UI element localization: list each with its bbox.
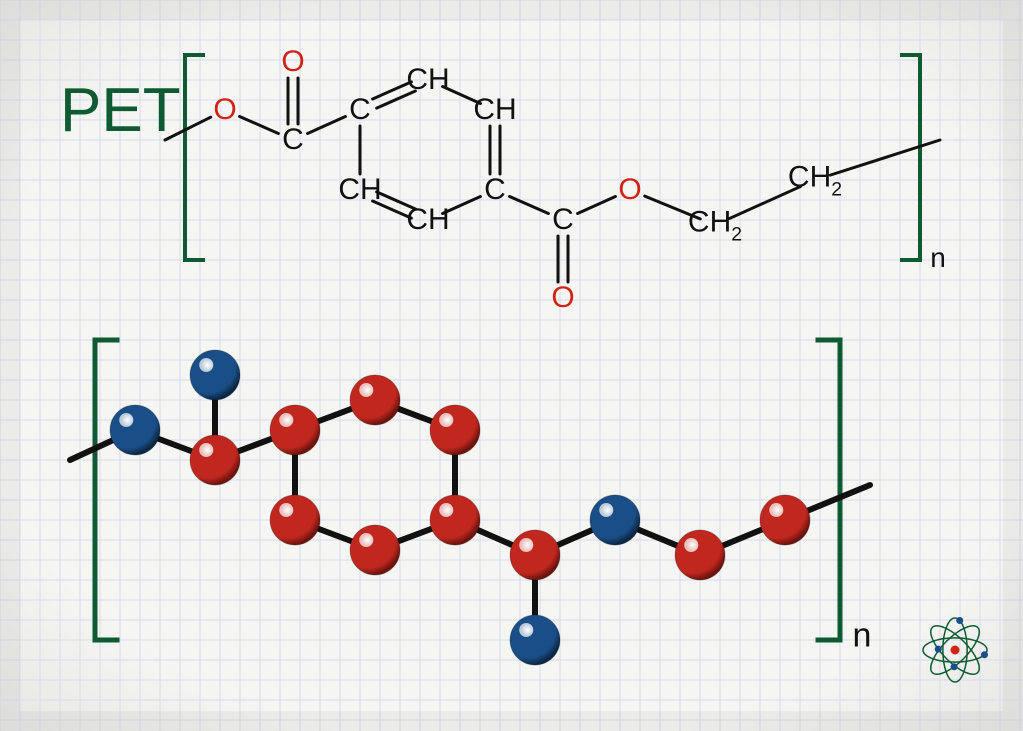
atom-label: CH2	[788, 162, 842, 198]
molecule-title: PET	[60, 75, 181, 146]
atom-label: O	[213, 95, 236, 125]
atom-label: CH	[406, 205, 449, 235]
atom-label: C	[484, 175, 506, 205]
atom-label: CH	[338, 175, 381, 205]
atom-label: C	[552, 205, 574, 235]
repeat-unit-n-bottom: n	[853, 617, 872, 656]
diagram-canvas: PET O C O C CH CH C CH CH C O O CH2 CH2 n n	[0, 0, 1023, 731]
atom-label: CH	[473, 95, 516, 125]
atom-label: C	[282, 125, 304, 155]
repeat-unit-n-top: n	[930, 242, 946, 274]
atom-label: CH2	[688, 207, 742, 243]
atom-label: C	[349, 95, 371, 125]
atom-label: O	[618, 175, 641, 205]
atom-label: O	[551, 283, 574, 313]
atom-label: CH	[406, 65, 449, 95]
atom-label: O	[281, 47, 304, 77]
